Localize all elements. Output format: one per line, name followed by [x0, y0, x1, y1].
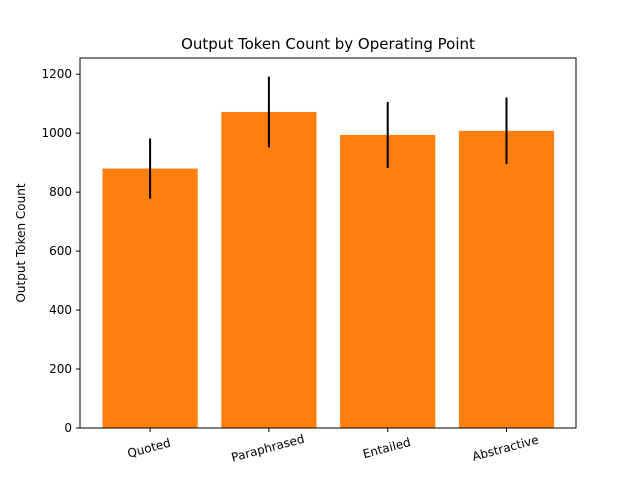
y-tick-label: 1000 — [41, 126, 72, 140]
bar-abstractive — [458, 130, 555, 428]
bar-entailed — [340, 134, 436, 428]
y-tick-label: 800 — [49, 185, 72, 199]
y-tick-label: 0 — [64, 421, 72, 435]
y-axis-ticks: 0 200 400 600 800 1000 1200 — [41, 67, 80, 435]
bar-paraphrased — [221, 111, 317, 428]
error-bars-group — [149, 76, 508, 199]
y-tick-label: 600 — [49, 244, 72, 258]
y-axis-label: Output Token Count — [14, 183, 28, 302]
y-tick-label: 1200 — [41, 67, 72, 81]
chart-title: Output Token Count by Operating Point — [181, 35, 475, 53]
y-tick-label: 400 — [49, 303, 72, 317]
y-tick-label: 200 — [49, 362, 72, 376]
bar-quoted — [102, 168, 198, 428]
plot-frame — [79, 57, 577, 429]
bars-group — [102, 111, 555, 428]
